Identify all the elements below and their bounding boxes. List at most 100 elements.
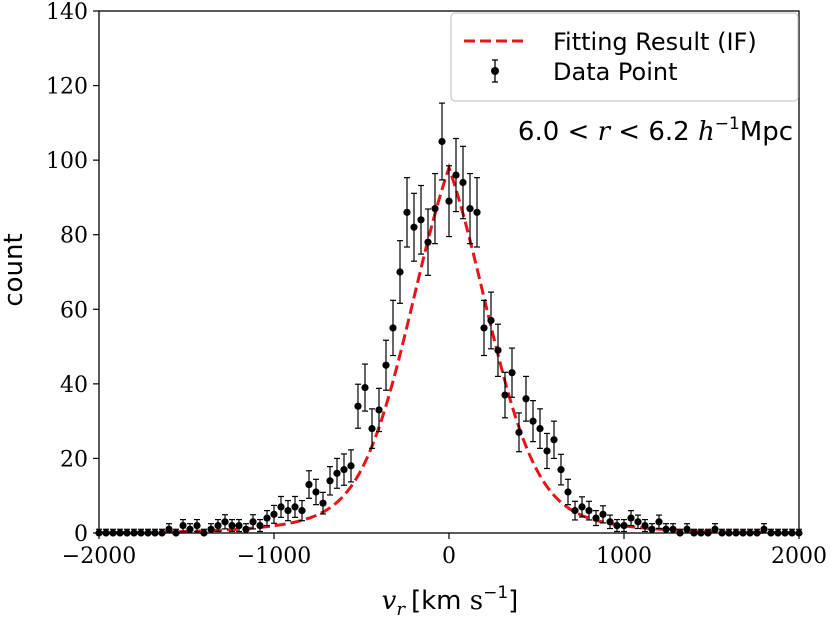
ticks-layer: −2000 −1000 0 1000 2000 0 20 40 60 80 100 120 140 (46, 0, 827, 569)
x-axis-unit-s: s (470, 586, 483, 616)
point-marker (711, 525, 719, 533)
data-point (760, 523, 768, 533)
point-marker (368, 425, 376, 433)
point-marker (445, 197, 453, 205)
point-marker (585, 507, 593, 515)
point-marker (389, 324, 397, 332)
point-marker (235, 521, 243, 530)
data-point (606, 514, 614, 530)
point-marker (648, 525, 656, 533)
data-point (319, 491, 327, 515)
y-tick-label: 20 (60, 447, 88, 472)
point-marker (228, 521, 236, 530)
point-marker (375, 406, 383, 414)
point-marker (417, 216, 425, 224)
point-marker (557, 466, 565, 474)
point-marker (536, 425, 544, 433)
data-point (550, 420, 558, 460)
data-point (473, 177, 481, 248)
point-marker (249, 518, 257, 526)
point-marker (452, 171, 460, 179)
data-point (249, 514, 257, 530)
point-marker (438, 137, 446, 146)
data-point (186, 523, 194, 533)
data-point (242, 523, 250, 533)
x-tick-label: −2000 (62, 544, 136, 569)
data-point (529, 400, 537, 443)
point-marker (291, 503, 299, 511)
data-point (235, 518, 243, 533)
data-point (711, 523, 719, 533)
point-marker (592, 514, 600, 522)
point-marker (459, 178, 467, 187)
data-point (263, 510, 271, 527)
legend-point-marker (491, 67, 499, 75)
x-axis-unit-close: ] (508, 586, 518, 616)
point-marker (207, 525, 215, 533)
data-point (578, 496, 586, 518)
point-marker (165, 525, 173, 533)
y-tick-label: 140 (46, 0, 88, 25)
point-marker (613, 521, 621, 530)
data-point (305, 470, 313, 499)
data-point (501, 371, 509, 419)
legend-box (450, 12, 799, 102)
data-point (410, 192, 418, 262)
point-marker (312, 488, 320, 496)
y-tick-label: 100 (46, 149, 88, 174)
point-marker (641, 521, 649, 530)
data-point (326, 466, 334, 496)
point-marker (424, 238, 432, 246)
data-point (438, 102, 446, 181)
data-point (270, 504, 278, 524)
data-point (445, 165, 453, 238)
data-point (347, 449, 355, 483)
point-marker (326, 477, 334, 485)
point-marker (662, 525, 670, 533)
point-marker (480, 324, 488, 332)
y-tick-label: 120 (46, 75, 88, 100)
x-axis-unit-open: [km (411, 586, 470, 616)
data-point (221, 514, 229, 530)
x-tick-label: 0 (442, 544, 456, 569)
point-marker (354, 402, 362, 410)
point-marker (396, 268, 404, 276)
data-point (340, 453, 348, 486)
point-marker (620, 521, 628, 530)
data-point (592, 510, 600, 527)
data-point (431, 172, 439, 245)
data-point (669, 523, 677, 533)
points-layer (95, 102, 803, 537)
data-point (179, 518, 187, 533)
data-point (557, 453, 565, 486)
data-point (683, 523, 691, 533)
point-marker (242, 525, 250, 533)
annotation-b: < 6.2 (610, 117, 698, 147)
y-tick-label: 80 (60, 224, 88, 249)
point-marker (683, 525, 691, 533)
point-marker (270, 510, 278, 518)
data-point (368, 408, 376, 449)
data-point (655, 514, 663, 530)
point-marker (361, 383, 369, 392)
point-marker (655, 518, 663, 526)
point-marker (403, 208, 411, 216)
data-point (361, 363, 369, 412)
point-marker (501, 391, 509, 399)
data-point (424, 208, 432, 276)
point-marker (487, 316, 495, 325)
data-point (494, 323, 502, 377)
data-point (354, 383, 362, 429)
point-marker (305, 480, 313, 489)
data-point (291, 495, 299, 518)
point-marker (347, 462, 355, 470)
data-point (417, 184, 425, 255)
point-marker (221, 518, 229, 526)
point-marker (333, 469, 341, 477)
data-point (256, 518, 264, 533)
data-point (382, 339, 390, 391)
point-marker (473, 208, 481, 216)
x-axis-unit-exp: −1 (483, 583, 508, 603)
point-marker (669, 525, 677, 533)
annotation-r: r (598, 117, 612, 147)
